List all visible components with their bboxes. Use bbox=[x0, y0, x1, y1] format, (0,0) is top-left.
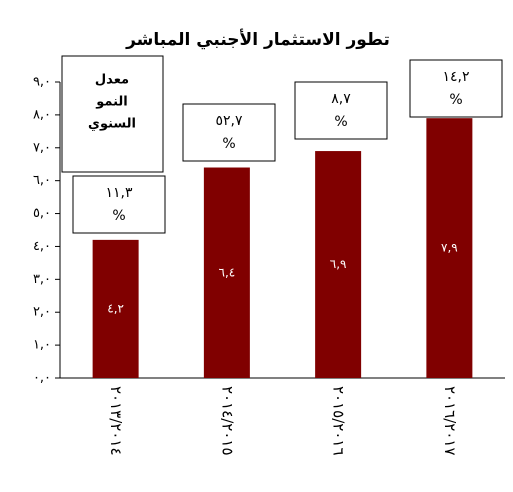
y-tick-label: ٩,٠ bbox=[33, 75, 51, 90]
y-tick-label: ١,٠ bbox=[33, 338, 51, 353]
y-tick-label: ٥,٠ bbox=[33, 206, 51, 221]
value-label: ٤,٢ bbox=[107, 301, 124, 315]
growth-label: ٨,٧ bbox=[331, 91, 351, 107]
legend-text: النمو bbox=[95, 95, 128, 110]
value-label: ٦,٩ bbox=[330, 257, 347, 271]
bar bbox=[315, 151, 362, 378]
y-tick-label: ٤,٠ bbox=[33, 239, 51, 254]
y-tick-label: ٧,٠ bbox=[33, 140, 51, 155]
x-tick-label: ٢٠١٣/٢٠١٤ bbox=[107, 386, 125, 456]
growth-unit: % bbox=[449, 92, 462, 108]
growth-label: ١١,٣ bbox=[105, 185, 132, 201]
growth-unit: % bbox=[334, 114, 347, 130]
growth-unit: % bbox=[112, 208, 125, 224]
value-label: ٧,٩ bbox=[441, 241, 458, 255]
bar bbox=[92, 239, 139, 378]
growth-unit: % bbox=[222, 136, 235, 152]
growth-label: ١٤,٢ bbox=[442, 69, 469, 85]
y-tick-label: ٣,٠ bbox=[33, 272, 51, 287]
bar bbox=[203, 167, 250, 378]
value-label: ٦,٤ bbox=[219, 265, 236, 279]
chart-title: تطور الاستثمار الأجنبي المباشر bbox=[125, 29, 390, 50]
legend-text: معدل bbox=[95, 73, 129, 88]
x-tick-label: ٢٠١٦/٢٠١٧ bbox=[441, 386, 459, 456]
growth-box bbox=[409, 59, 503, 118]
legend-box bbox=[61, 55, 164, 173]
x-tick-label: ٢٠١٥/٢٠١٦ bbox=[330, 386, 348, 456]
growth-box bbox=[182, 103, 276, 162]
bar bbox=[426, 118, 473, 378]
x-tick-label: ٢٠١٤/٢٠١٥ bbox=[218, 386, 236, 456]
growth-box bbox=[72, 175, 166, 234]
y-tick-label: ٨,٠ bbox=[33, 107, 51, 122]
y-tick-label: ٠,٠ bbox=[33, 371, 51, 386]
y-tick-label: ٦,٠ bbox=[33, 173, 51, 188]
growth-label: ٥٢,٧ bbox=[215, 113, 242, 129]
legend-text: السنوي bbox=[88, 117, 136, 132]
y-tick-label: ٢,٠ bbox=[33, 305, 51, 320]
growth-box bbox=[294, 81, 388, 140]
